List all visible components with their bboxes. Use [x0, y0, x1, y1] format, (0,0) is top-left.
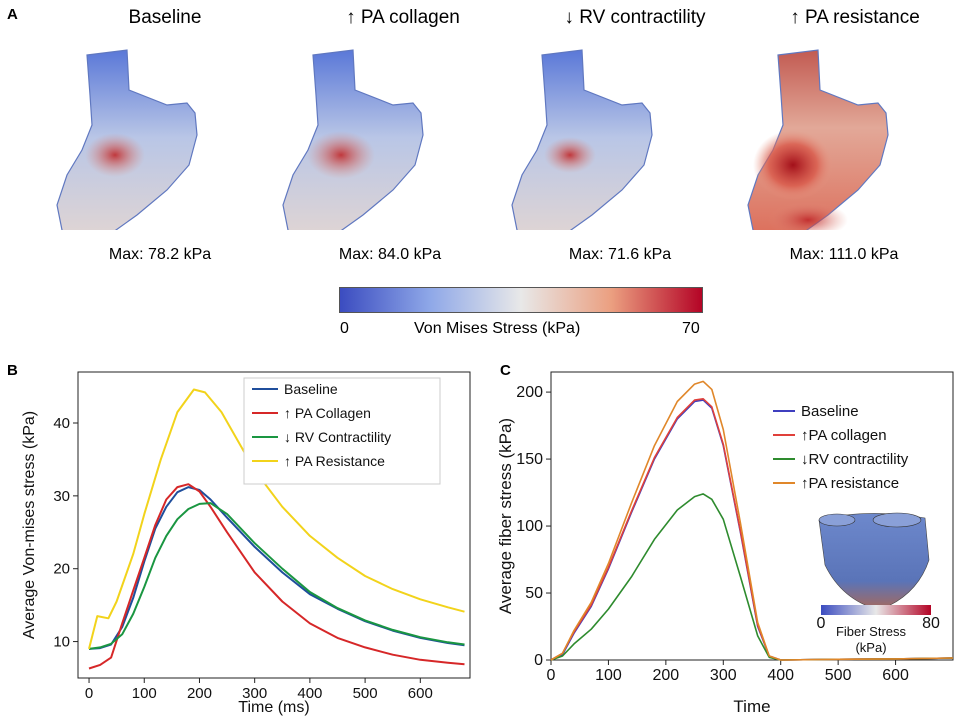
- x-tick-label: 500: [825, 667, 852, 684]
- y-axis-label: Average fiber stress (kPa): [496, 418, 515, 614]
- max-label-pa-collagen: Max: 84.0 kPa: [338, 246, 442, 263]
- series-line-pa-collagen: [88, 483, 465, 670]
- y-axis-label: Average Von-mises stress (kPa): [21, 411, 38, 639]
- y-tick-label: 40: [53, 415, 70, 432]
- x-tick-label: 600: [882, 667, 909, 684]
- colorbar-min-label: 0: [340, 320, 349, 337]
- x-tick-label: 300: [710, 667, 737, 684]
- fiber-stress-colorbar: [821, 605, 931, 615]
- inset-heart-lv-opening: [818, 513, 856, 527]
- scenario-title-pa-collagen: ↑ PA collagen: [346, 7, 460, 28]
- heart-pa-collagen: [282, 49, 424, 230]
- inset-heart-rv-opening: [872, 512, 922, 528]
- plot-frame: [550, 371, 954, 661]
- x-tick-label: 500: [353, 685, 378, 702]
- fiber-colorbar-max: 80: [922, 615, 940, 632]
- panel-b-label: B: [7, 362, 18, 379]
- y-tick-label: 150: [516, 451, 543, 468]
- x-axis-label: Time (ms): [238, 699, 309, 716]
- heart-models: [56, 49, 889, 230]
- legend-label: ↑PA resistance: [801, 475, 899, 492]
- legend-label: Baseline: [801, 403, 859, 420]
- fiber-colorbar-min: 0: [817, 615, 826, 632]
- heart-rv-contractility: [511, 49, 653, 230]
- max-label-pa-resistance: Max: 111.0 kPa: [789, 246, 899, 263]
- legend-label: ↑ PA Collagen: [284, 405, 371, 421]
- fiber-colorbar-title: Fiber Stress: [836, 624, 907, 639]
- x-tick-label: 600: [408, 685, 433, 702]
- y-tick-label: 200: [516, 384, 543, 401]
- max-label-rv-contractility: Max: 71.6 kPa: [568, 246, 672, 263]
- x-tick-label: 300: [242, 685, 267, 702]
- fiber-colorbar-unit: (kPa): [855, 640, 886, 655]
- x-tick-label: 200: [653, 667, 680, 684]
- legend-label: ↑PA collagen: [801, 427, 887, 444]
- heart-baseline: [56, 49, 198, 230]
- plot-frame: [77, 371, 471, 679]
- scenario-title-pa-resistance: ↑ PA resistance: [790, 7, 920, 28]
- y-tick-label: 50: [525, 585, 543, 602]
- legend-label: ↓RV contractility: [801, 451, 909, 468]
- von-mises-colorbar: [339, 287, 703, 313]
- scenario-title-rv-contractility: ↓ RV contractility: [564, 7, 706, 28]
- legend-label: ↑ PA Resistance: [284, 453, 385, 469]
- x-tick-label: 100: [595, 667, 622, 684]
- series-line-rv-contractility: [88, 502, 465, 650]
- y-tick-label: 0: [534, 652, 543, 669]
- heart-pa-resistance: [747, 49, 889, 230]
- panel-c-label: C: [500, 362, 511, 379]
- legend-label: Baseline: [284, 381, 338, 397]
- inset-heart-model: [818, 513, 930, 611]
- series-line-pa-resistance: [88, 388, 465, 650]
- chart-c-fiber-stress: 0 100 200 300 400 500 600 0 50 100 150 200 Time Avera…: [496, 371, 954, 716]
- x-axis-label: Time: [733, 697, 770, 716]
- y-tick-label: 10: [53, 634, 70, 651]
- legend-box: [243, 377, 441, 485]
- colorbar-title: Von Mises Stress (kPa): [414, 320, 581, 337]
- panel-a-label: A: [7, 6, 18, 23]
- x-tick-label: 100: [132, 685, 157, 702]
- scenario-title-baseline: Baseline: [128, 7, 202, 28]
- series-line-pa-resistance: [550, 380, 954, 661]
- x-tick-label: 200: [187, 685, 212, 702]
- max-label-baseline: Max: 78.2 kPa: [108, 246, 212, 263]
- chart-b-von-mises: 0 100 200 300 400 500 600 10 20 30 40 Time (ms) Aver…: [21, 371, 471, 716]
- y-tick-label: 30: [53, 488, 70, 505]
- x-tick-label: 400: [767, 667, 794, 684]
- legend-label: ↓ RV Contractility: [284, 429, 391, 445]
- x-tick-label: 0: [85, 685, 93, 702]
- x-tick-label: 400: [297, 685, 322, 702]
- y-tick-label: 100: [516, 518, 543, 535]
- x-tick-label: 0: [547, 667, 556, 684]
- colorbar-max-label: 70: [682, 320, 700, 337]
- y-tick-label: 20: [53, 561, 70, 578]
